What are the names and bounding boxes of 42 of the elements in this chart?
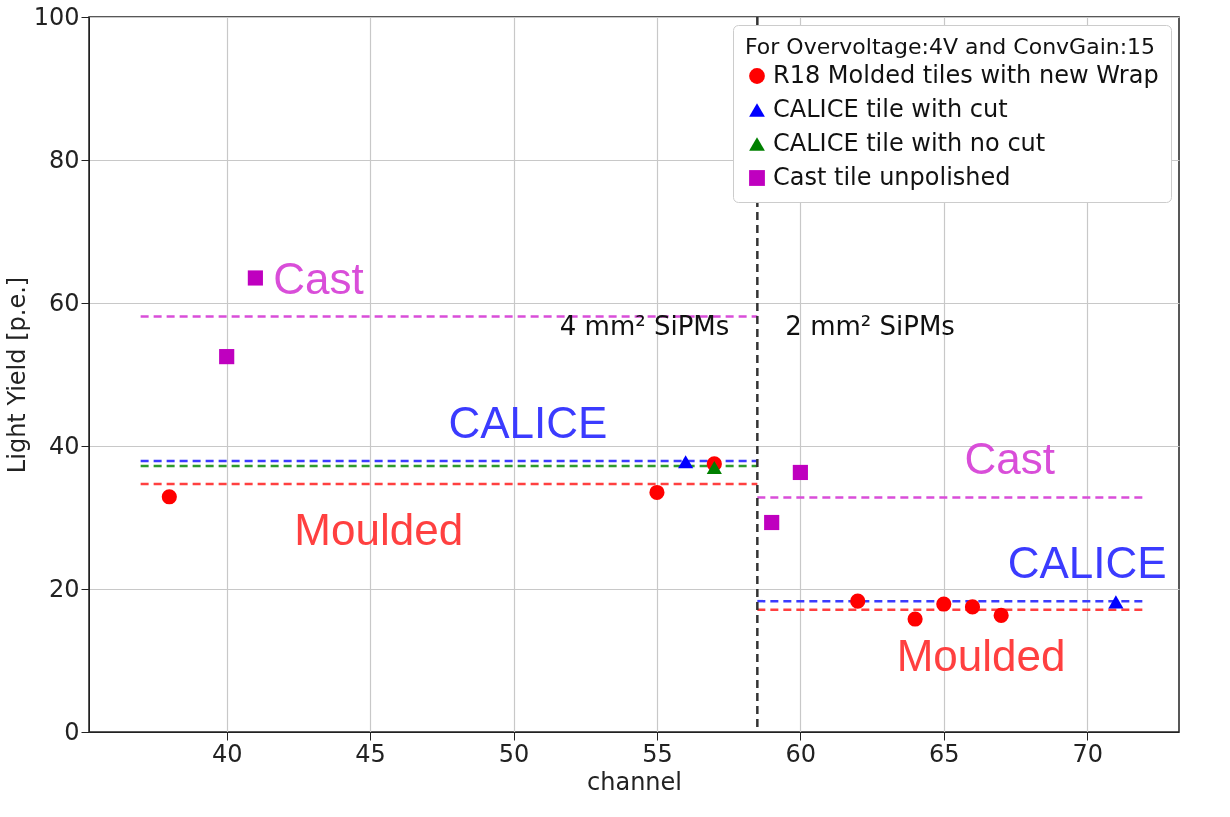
point	[907, 611, 923, 627]
annotation: Cast	[273, 253, 364, 303]
legend-title: For Overvoltage:4V and ConvGain:15	[745, 34, 1156, 59]
annotation: Cast	[964, 434, 1056, 484]
y-tick-label: 40	[48, 431, 80, 460]
x-tick-label: 70	[1072, 739, 1103, 768]
point	[706, 460, 722, 475]
point	[678, 455, 694, 469]
y-tick-label: 60	[48, 288, 80, 317]
legend-label: R18 Molded tiles with new Wrap	[773, 61, 1159, 89]
point	[964, 599, 981, 615]
point	[219, 349, 235, 365]
x-tick-label: 55	[642, 739, 673, 768]
y-tick-label: 80	[48, 145, 80, 174]
y-tick-label: 20	[48, 574, 80, 603]
legend-label: CALICE tile with cut	[773, 95, 1008, 123]
annotation: 4 mm² SiPMs	[559, 311, 730, 341]
annotation: CALICE	[1007, 538, 1167, 588]
point	[649, 484, 665, 501]
x-tick-label: 45	[355, 739, 386, 768]
y-tick-label: 0	[64, 717, 80, 746]
x-axis-title: channel	[587, 767, 682, 796]
annotation: CALICE	[448, 398, 608, 448]
point	[247, 270, 263, 286]
point	[764, 514, 780, 531]
point	[1108, 595, 1124, 609]
point	[161, 489, 177, 505]
point	[936, 596, 952, 612]
x-tick-label: 65	[929, 739, 960, 768]
y-tick-label: 100	[33, 2, 80, 31]
annotation: 2 mm² SiPMs	[785, 311, 955, 341]
x-tick-label: 40	[211, 739, 243, 768]
x-tick-label: 50	[498, 739, 530, 768]
legend-label: Cast tile unpolished	[773, 163, 1011, 191]
y-axis-title: Light Yield [p.e.]	[2, 276, 31, 474]
annotation: Moulded	[294, 504, 464, 554]
annotation: Moulded	[896, 630, 1066, 680]
x-tick-label: 60	[785, 739, 817, 768]
legend-label: CALICE tile with no cut	[773, 129, 1046, 157]
point	[792, 464, 808, 481]
point	[993, 607, 1009, 624]
point	[850, 593, 866, 609]
